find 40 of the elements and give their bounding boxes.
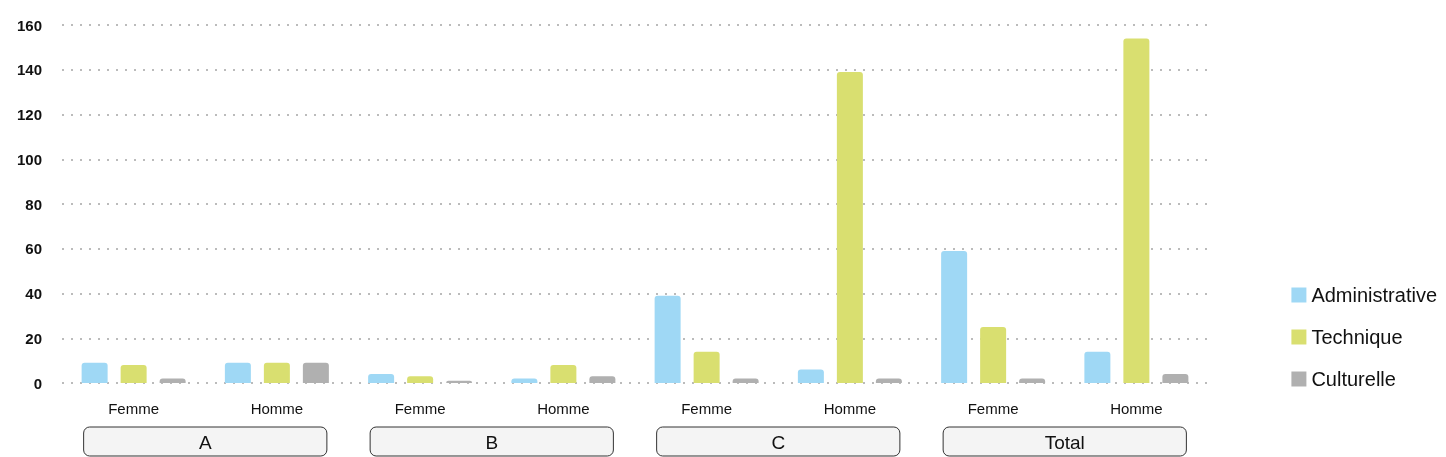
bar — [693, 351, 720, 383]
x-tick-label: Homme — [1110, 400, 1163, 417]
bar — [368, 374, 395, 383]
y-tick-label: 60 — [25, 240, 42, 258]
text: Total — [1044, 431, 1085, 453]
bar — [1123, 38, 1150, 383]
y-tick-label: 140 — [16, 61, 42, 79]
x-tick-label: Femme — [967, 400, 1019, 417]
y-tick-label: 120 — [16, 106, 42, 123]
bar — [511, 378, 538, 383]
bar — [1084, 351, 1111, 383]
y-tick-label: 40 — [25, 285, 42, 302]
bar — [263, 362, 290, 383]
y-tick-label: 80 — [25, 195, 42, 213]
y-tick-label: 160 — [16, 16, 42, 34]
bar — [550, 365, 577, 383]
text: C — [771, 431, 786, 453]
x-tick-label: Femme — [108, 400, 160, 417]
bar — [224, 362, 251, 383]
bar — [120, 365, 147, 383]
y-tick-label: 20 — [25, 329, 42, 347]
bar — [81, 362, 108, 383]
legend-label: Administrative — [1311, 284, 1438, 306]
bar — [797, 369, 824, 383]
y-tick-label: 0 — [33, 374, 42, 392]
x-tick-label: Homme — [537, 400, 590, 417]
bar — [407, 376, 434, 383]
text: A — [198, 431, 212, 453]
legend-label: Culturelle — [1311, 368, 1396, 390]
x-tick-label: Femme — [681, 400, 733, 417]
legend-label: Technique — [1311, 326, 1403, 348]
bar — [980, 327, 1007, 383]
bar — [941, 250, 968, 383]
bar — [654, 295, 681, 383]
y-tick-label: 100 — [16, 150, 42, 168]
bar — [836, 71, 863, 383]
text: B — [485, 431, 499, 453]
x-tick-label: Homme — [250, 400, 304, 417]
x-tick-label: Homme — [823, 400, 877, 417]
x-tick-label: Femme — [394, 400, 446, 417]
